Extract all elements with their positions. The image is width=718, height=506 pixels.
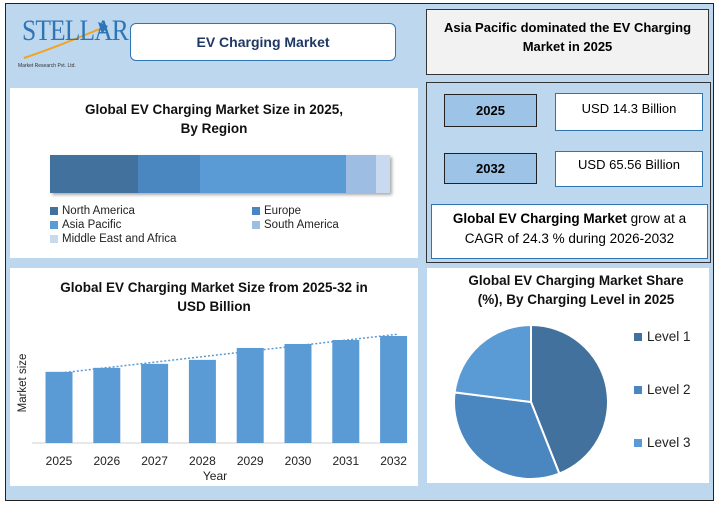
x-tick-label: 2025 <box>46 454 73 468</box>
legend-swatch <box>50 221 58 229</box>
year-2032-label: 2032 <box>444 153 537 184</box>
stats-panel: 2025 USD 14.3 Billion 2032 USD 65.56 Bil… <box>426 82 711 263</box>
bar-2026 <box>93 367 121 443</box>
page-title: EV Charging Market <box>130 23 396 61</box>
segment-middle-east-and-africa <box>376 155 390 193</box>
legend-item: Europe <box>252 205 392 217</box>
year-2025-label: 2025 <box>444 94 537 127</box>
pie-slice-level-2 <box>453 391 561 480</box>
legend-swatch <box>50 235 58 243</box>
legend-label: Level 2 <box>647 382 691 397</box>
legend-label: Asia Pacific <box>62 219 122 231</box>
x-tick-label: 2030 <box>285 454 312 468</box>
pie-chart: Level 1 Level 2 Level 3 <box>453 323 691 480</box>
x-tick-label: 2028 <box>189 454 216 468</box>
stacked-bar <box>50 155 390 193</box>
legend-swatch <box>252 221 260 229</box>
pie-chart-panel: Global EV Charging Market Share (%), By … <box>427 268 709 483</box>
logo: STELLAR Market Research Pvt. Ltd. <box>18 14 129 69</box>
cagr-box: Global EV Charging Market grow at a CAGR… <box>431 204 708 259</box>
legend-item: South America <box>252 219 392 231</box>
x-tick-label: 2026 <box>93 454 120 468</box>
legend-swatch <box>634 439 642 447</box>
legend-label: North America <box>62 205 135 217</box>
legend-swatch <box>634 386 642 394</box>
segment-south-america <box>345 155 377 193</box>
x-tick-label: 2029 <box>237 454 264 468</box>
size-bar-chart: 2025 2026 2027 2028 2029 2030 2031 2032 Year Mark… <box>17 333 408 483</box>
x-axis-label: Year <box>203 469 227 483</box>
legend-label: Level 3 <box>647 435 691 450</box>
legend-swatch <box>634 333 642 341</box>
bar-2028 <box>188 359 216 443</box>
cagr-bold: Global EV Charging Market <box>452 211 627 226</box>
pie-slice-level-3 <box>453 323 532 404</box>
highlight-box: Asia Pacific dominated the EV Charging M… <box>426 9 709 75</box>
legend-swatch <box>50 207 58 215</box>
legend-item: North America <box>50 205 252 217</box>
pie-slice-level-1 <box>530 323 609 475</box>
region-chart-title: Global EV Charging Market Size in 2025, … <box>84 102 344 136</box>
legend-item: Asia Pacific <box>50 219 252 231</box>
legend-label: Europe <box>264 205 302 217</box>
bar-2027 <box>141 363 169 443</box>
legend-item: Middle East and Africa <box>50 233 252 245</box>
legend-label: Level 1 <box>647 329 691 344</box>
bar-2031 <box>332 339 360 443</box>
segment-europe <box>138 155 200 193</box>
region-chart-panel: Global EV Charging Market Size in 2025, … <box>10 88 418 258</box>
size-chart-title: Global EV Charging Market Size from 2025… <box>60 280 368 314</box>
x-tick-label: 2031 <box>332 454 359 468</box>
value-2032: USD 65.56 Billion <box>555 151 703 187</box>
bar-2025 <box>45 371 73 443</box>
legend-swatch <box>252 207 260 215</box>
cagr-text: grow at a CAGR of 24.3 % during 2026-203… <box>464 211 687 246</box>
bar-2030 <box>284 343 312 443</box>
y-axis-label: Market size <box>17 354 29 413</box>
region-legend: North America Europe Asia Pacific South Ame… <box>50 205 390 245</box>
legend-label: Middle East and Africa <box>62 233 177 245</box>
bar-2032 <box>380 336 408 443</box>
x-tick-label: 2027 <box>141 454 168 468</box>
trendline <box>48 333 399 376</box>
x-tick-label: 2032 <box>380 454 407 468</box>
value-2025: USD 14.3 Billion <box>555 93 703 131</box>
segment-north-america <box>50 155 139 193</box>
legend-label: South America <box>264 219 339 231</box>
size-chart-panel: Global EV Charging Market Size from 2025… <box>10 268 418 486</box>
pie-chart-title: Global EV Charging Market Share (%), By … <box>468 273 684 307</box>
bar-2029 <box>236 347 264 443</box>
segment-asia-pacific <box>199 155 346 193</box>
